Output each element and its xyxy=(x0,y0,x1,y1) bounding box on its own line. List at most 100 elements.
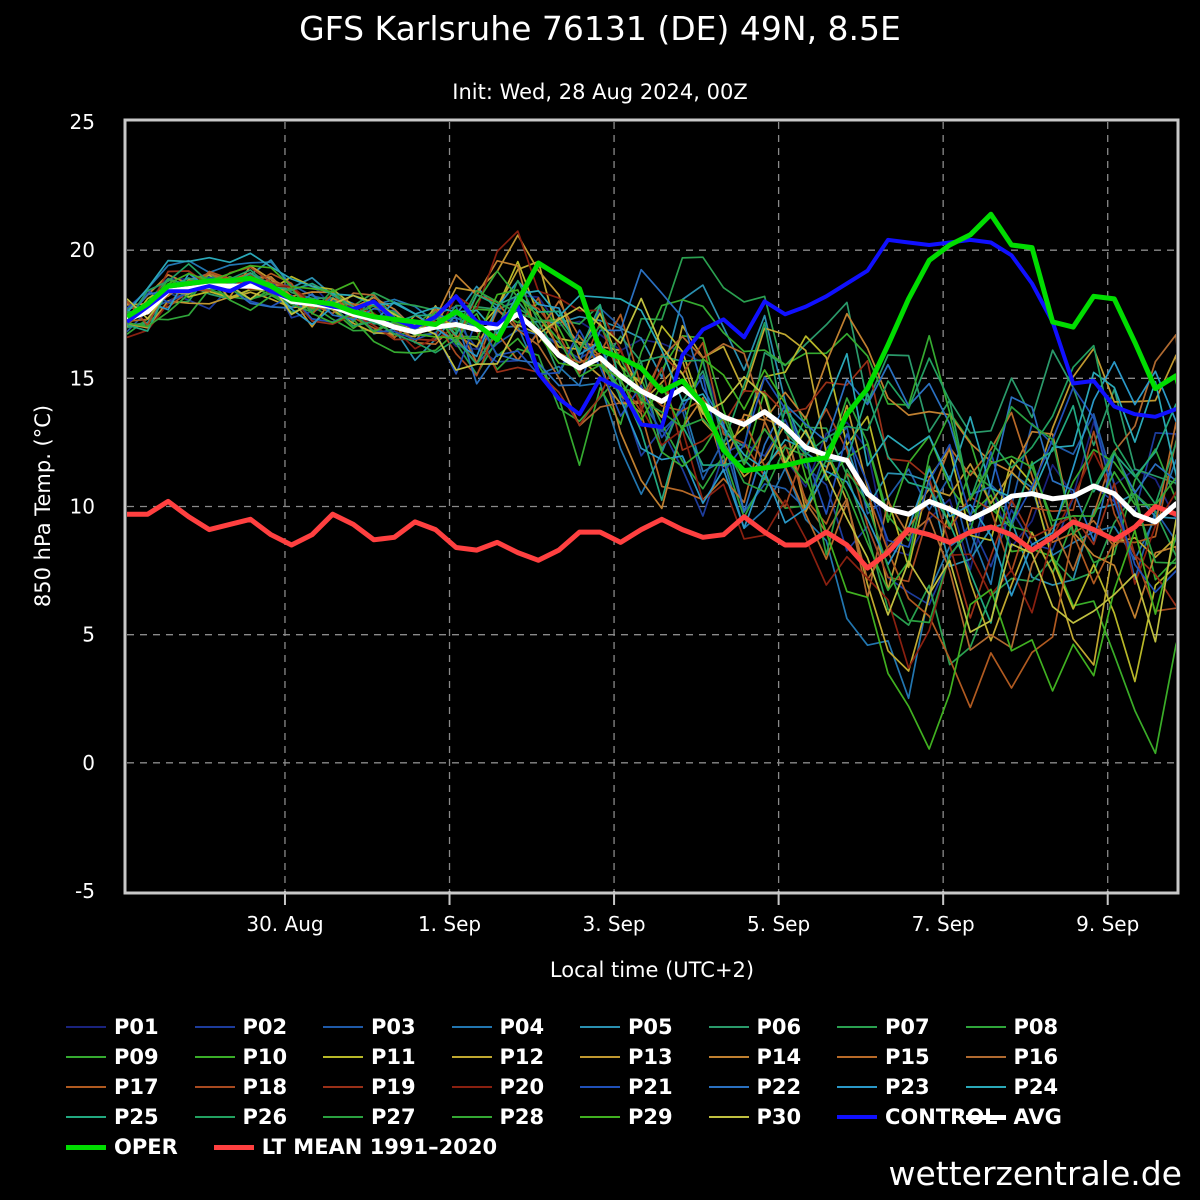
x-tick-label: 30. Aug xyxy=(246,912,323,936)
legend-item-p17: P17 xyxy=(66,1072,159,1102)
legend-swatch xyxy=(965,1056,1006,1058)
legend-item-p30: P30 xyxy=(708,1102,801,1132)
legend-label: P18 xyxy=(242,1075,288,1099)
legend-label: P22 xyxy=(756,1075,802,1099)
chart-svg: GFS Karlsruhe 76131 (DE) 49N, 8.5E Init:… xyxy=(31,9,1180,982)
legend-swatch xyxy=(194,1086,235,1088)
legend-swatch xyxy=(708,1086,749,1088)
legend-label: P12 xyxy=(499,1045,545,1069)
x-tick-label: 3. Sep xyxy=(582,912,645,936)
legend-label: P06 xyxy=(756,1015,802,1039)
legend-item-p26: P26 xyxy=(194,1102,288,1132)
legend-item-p11: P11 xyxy=(323,1042,416,1072)
legend-item-p05: P05 xyxy=(580,1012,673,1042)
legend-label: P20 xyxy=(499,1075,545,1099)
chart-subtitle: Init: Wed, 28 Aug 2024, 00Z xyxy=(452,80,747,104)
legend-label: P05 xyxy=(628,1015,673,1039)
y-tick-label: -5 xyxy=(75,879,95,903)
legend-item-p13: P13 xyxy=(580,1042,673,1072)
x-tick-label: 7. Sep xyxy=(912,912,975,936)
series-line-p23 xyxy=(127,272,1176,597)
x-axis-label: Local time (UTC+2) xyxy=(550,958,754,982)
legend-item-p06: P06 xyxy=(708,1012,802,1042)
legend-swatch xyxy=(194,1116,235,1118)
legend-label: P29 xyxy=(628,1105,673,1129)
legend-item-p22: P22 xyxy=(708,1072,802,1102)
legend-item-p19: P19 xyxy=(323,1072,416,1102)
legend-label: P27 xyxy=(371,1105,416,1129)
legend-label: P10 xyxy=(242,1045,288,1069)
legend-swatch xyxy=(451,1116,492,1118)
legend-label: P23 xyxy=(885,1075,930,1099)
legend-label: P14 xyxy=(756,1045,802,1069)
legend-swatch xyxy=(451,1086,492,1088)
legend-swatch xyxy=(965,1114,1006,1120)
series-line-p13 xyxy=(127,234,1176,591)
y-tick-label: 5 xyxy=(82,623,95,647)
series-line-p25 xyxy=(127,272,1176,624)
y-axis: -5 0 5 10 15 20 25 xyxy=(70,110,95,903)
legend-item-p08: P08 xyxy=(965,1012,1058,1042)
x-tick-label: 9. Sep xyxy=(1076,912,1139,936)
grid xyxy=(127,122,1176,891)
legend-swatch xyxy=(66,1116,106,1118)
legend-swatch xyxy=(965,1086,1006,1088)
legend-label: P26 xyxy=(242,1105,288,1129)
legend-item-oper: OPER xyxy=(66,1132,178,1162)
y-tick-label: 25 xyxy=(70,110,95,134)
legend-swatch xyxy=(837,1026,877,1028)
legend-swatch xyxy=(66,1144,106,1150)
legend-swatch xyxy=(66,1026,106,1028)
legend-swatch xyxy=(708,1026,749,1028)
legend-item-p18: P18 xyxy=(194,1072,288,1102)
series-line-oper xyxy=(127,211,1176,474)
legend-label: AVG xyxy=(1013,1105,1062,1129)
legend-swatch xyxy=(837,1115,877,1119)
legend-label: P11 xyxy=(371,1045,416,1069)
legend-swatch xyxy=(708,1056,749,1058)
legend-swatch xyxy=(965,1026,1006,1028)
y-tick-label: 0 xyxy=(82,751,95,775)
legend-swatch xyxy=(580,1116,620,1118)
legend-swatch xyxy=(837,1086,877,1088)
legend-label: P13 xyxy=(628,1045,673,1069)
legend-label: P25 xyxy=(114,1105,159,1129)
legend-swatch xyxy=(323,1026,363,1028)
legend-item-p24: P24 xyxy=(965,1072,1058,1102)
legend-label: P17 xyxy=(114,1075,159,1099)
legend-item-p03: P03 xyxy=(323,1012,416,1042)
legend-item-p09: P09 xyxy=(66,1042,159,1072)
series-line-p30 xyxy=(127,280,1176,643)
legend-item-p12: P12 xyxy=(451,1042,545,1072)
legend-label: P28 xyxy=(499,1105,545,1129)
x-tick-label: 1. Sep xyxy=(418,912,481,936)
legend-swatch xyxy=(837,1056,877,1058)
legend-label: P15 xyxy=(885,1045,930,1069)
legend-item-p27: P27 xyxy=(323,1102,416,1132)
legend-item-p16: P16 xyxy=(965,1042,1059,1072)
legend-swatch xyxy=(323,1056,363,1058)
legend-label: P16 xyxy=(1013,1045,1059,1069)
legend-swatch xyxy=(451,1056,492,1058)
legend-swatch xyxy=(323,1116,363,1118)
legend-item-p04: P04 xyxy=(451,1012,545,1042)
series-line-p20 xyxy=(127,230,1176,669)
legend-item-p01: P01 xyxy=(66,1012,159,1042)
series-layer xyxy=(127,211,1176,755)
legend-label: P04 xyxy=(499,1015,545,1039)
series-line-avg xyxy=(127,283,1176,525)
legend-swatch xyxy=(66,1086,106,1088)
legend-label: P02 xyxy=(242,1015,288,1039)
y-tick-label: 15 xyxy=(70,366,95,390)
y-tick-label: 10 xyxy=(70,495,95,519)
legend-swatch xyxy=(194,1056,235,1058)
series-line-p14 xyxy=(127,259,1176,619)
legend-swatch xyxy=(580,1086,620,1088)
series-line-p21 xyxy=(127,276,1176,593)
legend-item-p29: P29 xyxy=(580,1102,673,1132)
x-axis: 30. Aug 1. Sep 3. Sep 5. Sep 7. Sep 9. Sep xyxy=(246,891,1139,936)
legend-swatch xyxy=(66,1056,106,1058)
series-line-p27 xyxy=(127,280,1176,624)
legend-item-p07: P07 xyxy=(837,1012,930,1042)
legend-item-p10: P10 xyxy=(194,1042,288,1072)
